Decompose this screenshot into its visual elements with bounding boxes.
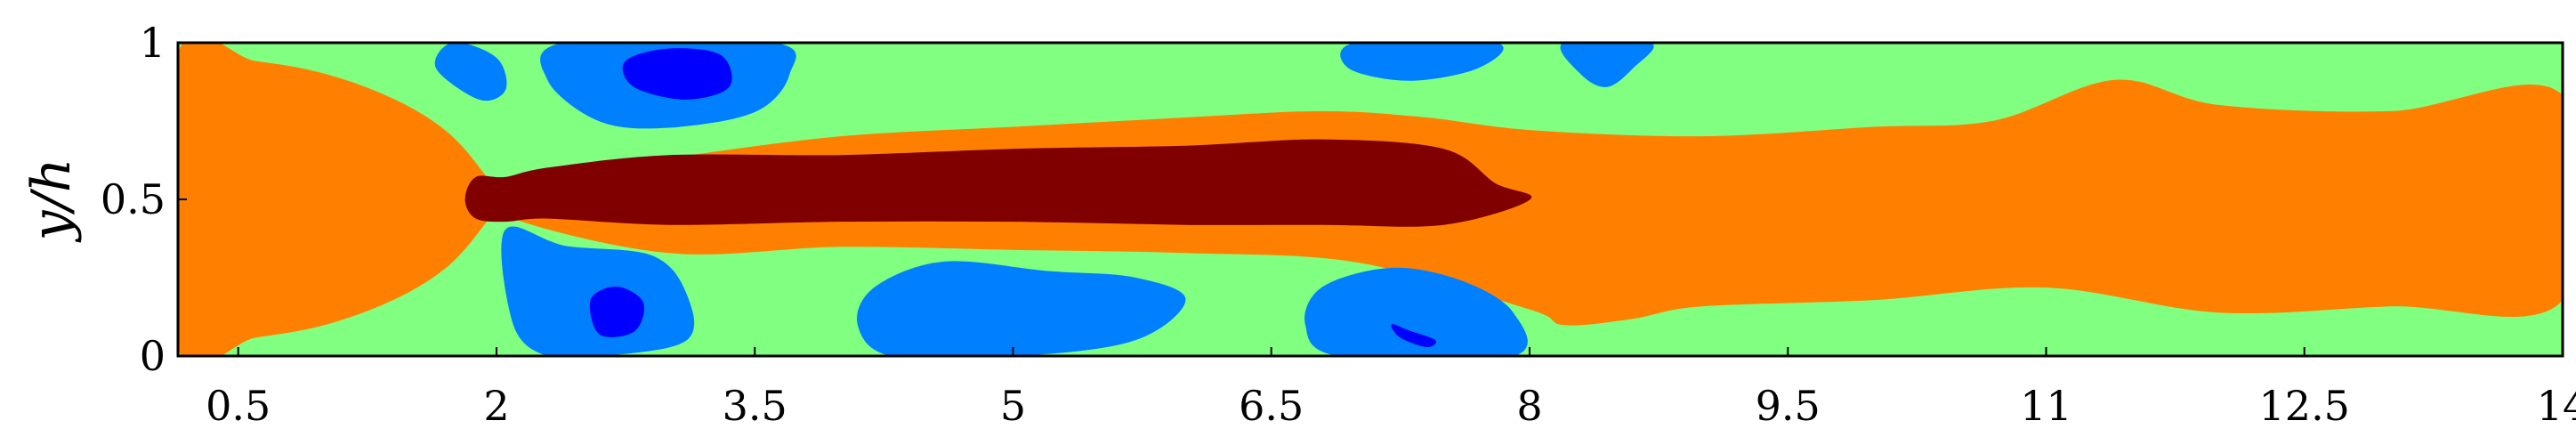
x-tick-label: 5 [1000,382,1026,430]
x-tick-label: 2 [483,382,509,430]
x-tick-label: 3.5 [723,382,787,430]
y-tick-label: 0 [140,332,166,380]
y-tick-label: 1 [140,19,166,67]
y-tick-label: 0.5 [101,175,166,223]
contour-region-level-5 [464,139,1532,227]
contour-region-level-1 [1391,324,1436,347]
contour-region-level-2 [1560,43,1654,87]
x-tick-label: 6.5 [1239,382,1304,430]
x-tick-label: 12.5 [2259,382,2350,430]
contour-region-level-2 [1340,43,1504,81]
y-axis-ticks: 00.51 [101,19,187,380]
contour-region-level-2 [1304,267,1528,356]
contour-region-level-2 [501,226,695,356]
x-tick-label: 11 [2020,382,2072,430]
x-tick-label: 9.5 [1756,382,1821,430]
x-tick-label: 14 [2537,382,2576,430]
contour-region-level-4 [178,43,497,356]
x-axis-ticks: 0.5 2 3.5 5 6.5 8 9.5 11 12.5 14 [206,347,2576,430]
contour-region-level-1 [622,48,732,100]
contour-region-level-2 [434,43,507,101]
plot-area [178,43,2563,356]
x-tick-label: 8 [1516,382,1542,430]
contour-region-level-2 [857,261,1186,356]
contour-regions [178,43,2563,356]
x-tick-label: 0.5 [206,382,271,430]
contour-region-level-1 [589,287,644,337]
y-axis-label: y/h [20,158,83,244]
